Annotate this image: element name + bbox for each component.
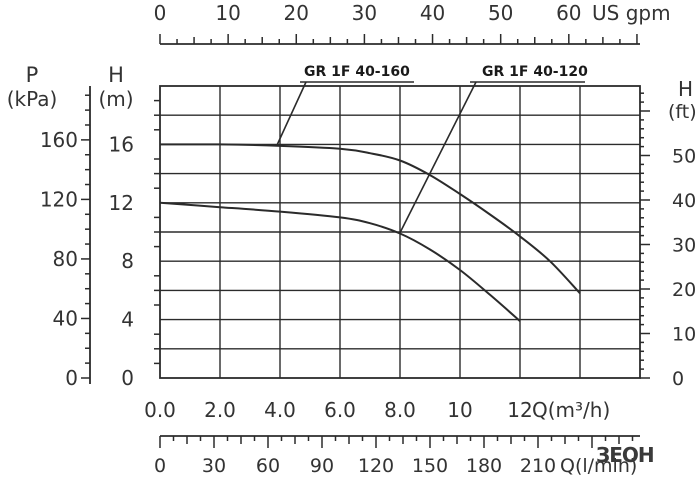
flow-axis-label: Q(m³/h)	[532, 398, 610, 422]
gpm-tick-label: 50	[488, 1, 513, 25]
head-ft-tick-label: 40	[672, 190, 696, 212]
series-label: GR 1F 40-160	[304, 64, 410, 80]
flow-tick-label: 6.0	[324, 398, 356, 422]
flow-tick-label: 10	[447, 398, 472, 422]
lpm-tick-label: 0	[154, 455, 166, 477]
axes	[81, 34, 650, 448]
head-ft-tick-label: 50	[672, 145, 696, 167]
pressure-axis-label: P	[26, 63, 39, 87]
head-tick-label: 12	[109, 191, 134, 215]
gpm-tick-label: 20	[284, 1, 309, 25]
gpm-tick-label: 10	[215, 1, 240, 25]
series-callouts: GR 1F 40-160 GR 1F 40-120	[276, 64, 588, 234]
head-ft-tick-label: 20	[672, 279, 696, 301]
head-ft-tick-label: 0	[672, 368, 684, 390]
series-label: GR 1F 40-120	[482, 64, 588, 80]
pressure-tick-label: 80	[53, 247, 78, 271]
pressure-tick-label: 0	[65, 366, 78, 390]
lpm-axis-label: Q(l/min)	[560, 455, 637, 477]
gpm-tick-label: 60	[556, 1, 581, 25]
lpm-tick-label: 180	[466, 455, 502, 477]
head-ft-axis-label: H	[678, 77, 693, 101]
lpm-tick-label: 30	[202, 455, 226, 477]
flow-tick-label: 2.0	[204, 398, 236, 422]
head-tick-label: 0	[121, 366, 134, 390]
head-ft-tick-label: 30	[672, 234, 696, 256]
watermark-logo: ЗЕОН	[596, 443, 655, 467]
series-curves	[159, 143, 581, 322]
head-ft-tick-label: 10	[672, 323, 696, 345]
pressure-tick-label: 40	[53, 306, 78, 330]
curve-series-2	[159, 201, 521, 322]
gpm-tick-label: 0	[154, 1, 167, 25]
callout-leader	[276, 81, 307, 146]
head-axis-label: H	[108, 63, 124, 87]
head-ft-axis-unit: (ft)	[668, 101, 697, 123]
gpm-tick-label: 30	[352, 1, 377, 25]
pressure-tick-label: 160	[40, 128, 78, 152]
flow-tick-label: 0.0	[144, 398, 176, 422]
pressure-axis-unit: (kPa)	[7, 87, 58, 111]
callout-leader	[399, 81, 477, 234]
lpm-tick-label: 120	[358, 455, 394, 477]
head-tick-label: 8	[121, 249, 134, 273]
flow-tick-label: 8.0	[384, 398, 416, 422]
lpm-tick-label: 210	[520, 455, 556, 477]
flow-tick-label: 12	[507, 398, 532, 422]
lpm-tick-label: 150	[412, 455, 448, 477]
head-axis-unit: (m)	[98, 87, 133, 111]
head-tick-label: 16	[109, 132, 134, 156]
lpm-tick-label: 90	[310, 455, 334, 477]
gpm-axis-label: US gpm	[592, 1, 671, 25]
watermark-text: ЗЕОН	[596, 443, 654, 467]
flow-tick-label: 4.0	[264, 398, 296, 422]
axis-labels: 04080120160P(kPa)0481216H(m)01020304050H…	[7, 1, 697, 477]
gpm-tick-label: 40	[420, 1, 445, 25]
lpm-tick-label: 60	[256, 455, 280, 477]
curve-series-1	[159, 143, 581, 294]
head-tick-label: 4	[121, 308, 134, 332]
pressure-tick-label: 120	[40, 187, 78, 211]
